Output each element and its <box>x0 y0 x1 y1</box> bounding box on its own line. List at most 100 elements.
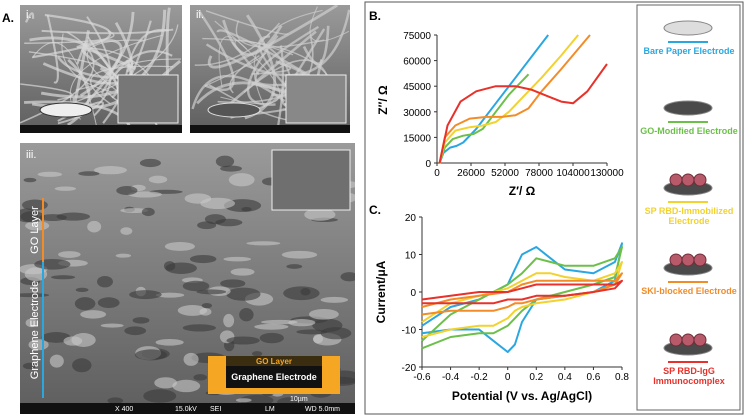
flake <box>239 308 254 322</box>
x-tick-label: 0.8 <box>615 372 629 383</box>
flake <box>80 310 107 319</box>
sem-footer-text: WD 5.0mm <box>305 406 340 413</box>
flake <box>277 397 305 403</box>
legend-label: GO-Modified Electrode <box>640 126 738 136</box>
flake <box>196 289 227 295</box>
right-frame <box>364 1 744 415</box>
schematic-go <box>226 356 322 366</box>
flake <box>78 171 100 176</box>
series-line <box>438 73 530 164</box>
x-tick-label: 0.4 <box>558 372 572 383</box>
flake <box>183 352 199 366</box>
fiber <box>31 42 99 133</box>
protein-icon <box>693 333 707 347</box>
flake <box>23 177 37 183</box>
flake <box>97 275 113 288</box>
schematic-label: GO Layer <box>256 357 292 366</box>
flake <box>223 313 235 328</box>
fiber <box>222 19 283 56</box>
series-line <box>438 34 591 164</box>
flake <box>74 297 96 311</box>
x-tick-label: -0.6 <box>413 372 431 383</box>
flake <box>155 292 185 298</box>
legend-label: SKI-blocked Electrode <box>641 286 737 296</box>
protein-icon <box>681 173 695 187</box>
series-line <box>421 261 623 338</box>
flake <box>281 250 318 259</box>
flake <box>304 208 336 221</box>
panel-label: C. <box>369 203 381 217</box>
panel-label: i. <box>26 9 32 21</box>
fiber <box>205 10 289 35</box>
layer-label: Graphene Electrode <box>29 281 41 379</box>
flake <box>124 326 147 336</box>
sem-footer <box>20 125 182 133</box>
legend-label: SP RBD-IgG Immunocomplex <box>653 366 725 386</box>
fiber <box>46 14 59 84</box>
flake <box>182 324 216 332</box>
y-tick-label: 45000 <box>403 82 431 93</box>
flake <box>116 186 138 195</box>
flake <box>129 290 162 300</box>
fiber <box>90 65 174 105</box>
x-tick-label: 104000 <box>556 168 590 179</box>
panel-label: A. <box>2 11 14 25</box>
sem-footer-text: SEI <box>210 406 221 413</box>
flake <box>197 221 217 230</box>
flake <box>24 267 48 282</box>
fiber <box>41 28 174 35</box>
electrode-icon <box>663 100 713 116</box>
flake <box>228 173 255 187</box>
flake <box>241 207 252 212</box>
flake <box>220 279 246 288</box>
y-tick-label: 60000 <box>403 57 431 68</box>
protein-icon <box>693 173 707 187</box>
flake <box>313 334 324 344</box>
flake <box>165 262 197 274</box>
flake <box>288 319 316 327</box>
flake <box>107 397 124 403</box>
fiber <box>246 34 279 106</box>
sem-footer <box>20 403 355 414</box>
protein-icon <box>681 253 695 267</box>
fiber <box>20 83 73 101</box>
series-line <box>438 34 549 164</box>
x-tick-label: -0.4 <box>442 372 460 383</box>
inset <box>271 149 351 211</box>
flake <box>148 175 168 184</box>
fiber <box>277 45 285 126</box>
sem-footer-text: LM <box>265 406 275 413</box>
fiber <box>32 13 112 59</box>
protein-icon <box>669 253 683 267</box>
flake <box>199 308 212 316</box>
y-tick-label: -10 <box>402 326 417 337</box>
y-axis-label: Z″/ Ω <box>376 85 390 115</box>
flake <box>226 336 260 345</box>
flake <box>155 338 184 346</box>
fiber <box>205 9 350 77</box>
fiber <box>302 25 330 66</box>
flake <box>22 362 37 370</box>
flake <box>58 251 81 258</box>
flake <box>254 323 289 330</box>
series-line <box>421 242 623 353</box>
flake <box>215 155 235 168</box>
fiber <box>57 24 179 109</box>
protein-icon <box>681 333 695 347</box>
fiber <box>99 67 119 99</box>
flake <box>22 199 48 211</box>
sem-footer <box>190 125 350 133</box>
flake <box>134 349 168 361</box>
schematic-graphene <box>226 366 322 388</box>
fiber <box>191 75 286 110</box>
y-tick-label: 10 <box>405 251 417 262</box>
protein-icon <box>669 173 683 187</box>
legend-label: SP RBD-Immobilized Electrode <box>644 206 734 226</box>
x-tick-label: 78000 <box>525 168 553 179</box>
flake <box>177 305 208 316</box>
flake <box>340 272 355 282</box>
x-tick-label: 0.2 <box>529 372 543 383</box>
x-tick-label: 0 <box>434 168 440 179</box>
y-tick-label: 0 <box>410 288 416 299</box>
x-tick-label: 52000 <box>491 168 519 179</box>
